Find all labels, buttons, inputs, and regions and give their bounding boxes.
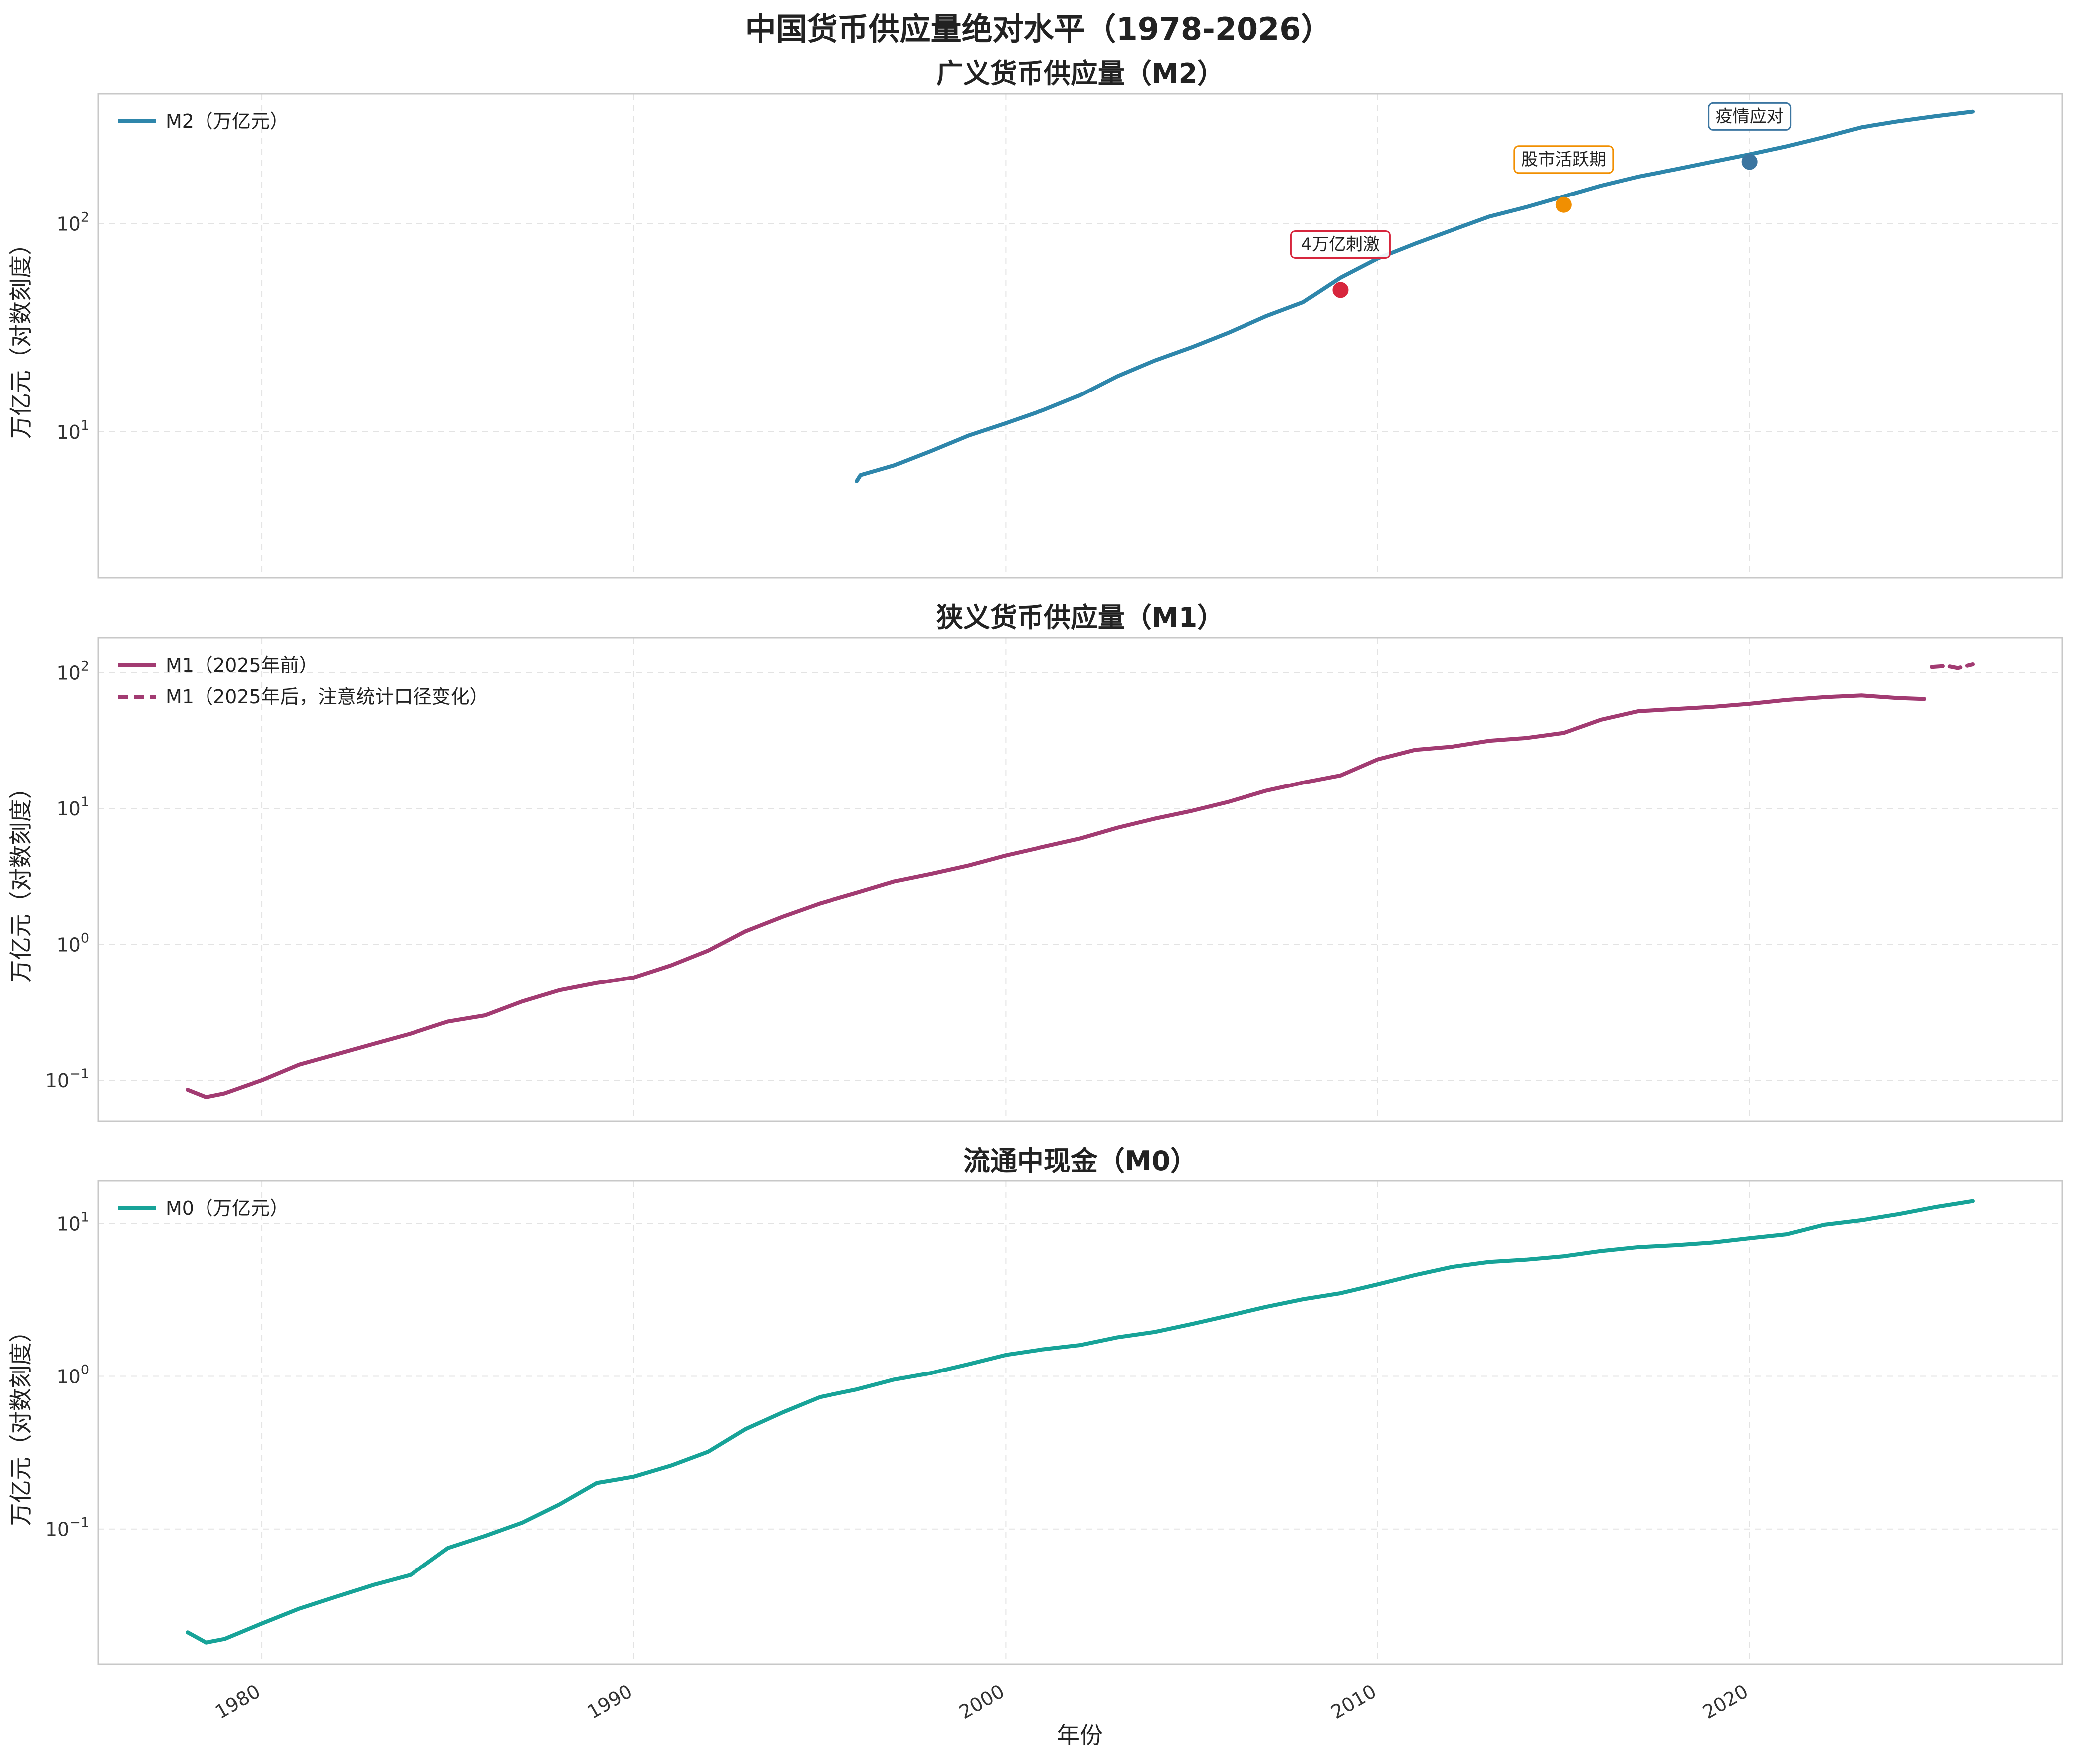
y-tick-label: 102 (56, 209, 89, 235)
y-tick-label: 102 (56, 659, 89, 684)
y-tick-label: 10−1 (45, 1066, 89, 1092)
series-line-1 (855, 109, 1975, 483)
annotation-marker (1332, 282, 1349, 298)
x-tick-label: 2020 (1699, 1680, 1752, 1723)
y-tick-exponent: 1 (81, 1209, 89, 1225)
y-tick-base: 10 (45, 1070, 69, 1092)
y-tick-base: 10 (56, 798, 80, 820)
annotation-label: 股市活跃期 (1521, 150, 1606, 170)
figure-title: 中国货币供应量绝对水平（1978-2026） (745, 11, 1332, 47)
y-tick-label: 101 (56, 794, 89, 820)
y-tick-exponent: −1 (69, 1515, 89, 1531)
series-line-1 (186, 1199, 1975, 1645)
y-tick-label: 100 (56, 931, 89, 956)
plot-frame (97, 93, 2063, 579)
plot-area (98, 94, 2062, 578)
y-tick-base: 10 (56, 662, 80, 684)
annotation-box (1513, 145, 1614, 174)
x-tick-label: 1980 (211, 1680, 264, 1723)
plot-area (98, 638, 2062, 1121)
y-tick-exponent: 0 (81, 931, 89, 946)
series-line-2 (1930, 662, 1975, 670)
legend-label: M0（万亿元） (166, 1197, 289, 1219)
legend: M2（万亿元） (118, 110, 289, 132)
annotation-label: 疫情应对 (1716, 106, 1784, 126)
legend-label: M2（万亿元） (166, 110, 289, 132)
y-tick-label: 101 (56, 418, 89, 443)
y-tick-exponent: 0 (81, 1363, 89, 1378)
y-tick-base: 10 (45, 1519, 69, 1541)
y-tick-base: 10 (56, 934, 80, 956)
x-tick-label: 1990 (583, 1680, 636, 1723)
panel-title: 广义货币供应量（M2） (936, 58, 1224, 89)
plot-frame (97, 1180, 2063, 1665)
y-tick-exponent: −1 (69, 1066, 89, 1082)
y-tick-exponent: 1 (81, 418, 89, 433)
y-tick-exponent: 2 (81, 659, 89, 674)
plot-frame (97, 637, 2063, 1122)
y-axis-label: 万亿元（对数刻度） (7, 777, 34, 983)
y-tick-base: 10 (56, 1213, 80, 1235)
y-axis-label: 万亿元（对数刻度） (7, 1320, 34, 1526)
y-tick-label: 10−1 (45, 1515, 89, 1541)
y-tick-exponent: 2 (81, 209, 89, 225)
x-axis-label: 年份 (1057, 1722, 1103, 1749)
grid (98, 638, 2062, 1121)
panels: 广义货币供应量（M2）101102万亿元（对数刻度）M2（万亿元）4万亿刺激股市… (7, 58, 2063, 1723)
annotation-label: 4万亿刺激 (1301, 234, 1380, 254)
panel-title: 狭义货币供应量（M1） (936, 602, 1224, 633)
panel-1: 广义货币供应量（M2）101102万亿元（对数刻度）M2（万亿元）4万亿刺激股市… (7, 58, 2063, 579)
annotation-marker (1741, 154, 1758, 170)
grid (98, 94, 2062, 578)
series-line-1 (186, 693, 1927, 1099)
legend: M1（2025年前） M1（2025年后，注意统计口径变化） (118, 654, 489, 708)
annotation-box (1708, 102, 1792, 131)
y-tick-label: 100 (56, 1363, 89, 1388)
y-tick-base: 10 (56, 1366, 80, 1388)
y-tick-label: 101 (56, 1209, 89, 1235)
legend-label: M1（2025年后，注意统计口径变化） (166, 686, 489, 708)
x-tick-label: 2000 (955, 1680, 1008, 1723)
annotation-box (1290, 230, 1391, 259)
y-tick-exponent: 1 (81, 794, 89, 810)
annotation-marker (1555, 196, 1572, 213)
plot-area (98, 1181, 2062, 1664)
y-tick-base: 10 (56, 213, 80, 235)
y-axis-label: 万亿元（对数刻度） (7, 232, 34, 439)
panel-title: 流通中现金（M0） (963, 1145, 1197, 1176)
grid (98, 1181, 2062, 1664)
y-tick-base: 10 (56, 421, 80, 443)
legend-label: M1（2025年前） (166, 654, 318, 676)
panel-2: 狭义货币供应量（M1）10−1100101102万亿元（对数刻度）M1（2025… (7, 602, 2063, 1122)
x-tick-label: 2010 (1327, 1680, 1380, 1723)
legend: M0（万亿元） (118, 1197, 289, 1219)
